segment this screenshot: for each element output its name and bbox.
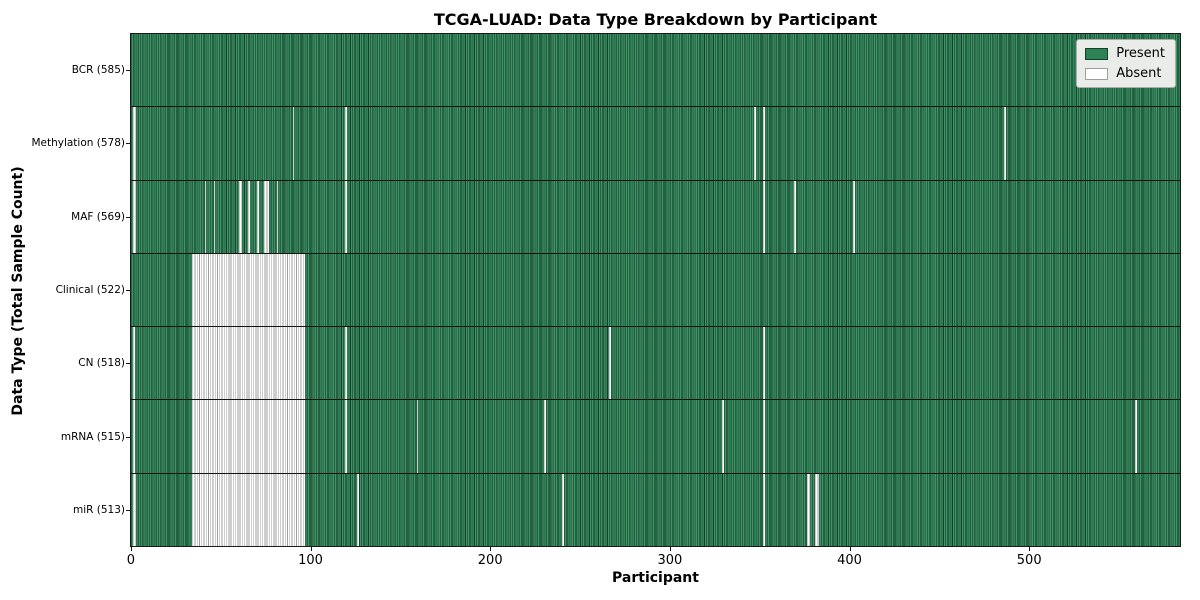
absent-stripe bbox=[344, 327, 347, 400]
y-tick-mark bbox=[126, 216, 130, 218]
absent-stripe bbox=[192, 327, 306, 400]
absent-stripe bbox=[132, 180, 137, 253]
legend-swatch-present bbox=[1085, 47, 1109, 60]
y-tick-label-clinical: Clinical (522) bbox=[55, 284, 125, 296]
absent-stripe bbox=[132, 327, 135, 400]
chart-title: TCGA-LUAD: Data Type Breakdown by Partic… bbox=[433, 10, 878, 29]
absent-stripe bbox=[192, 473, 306, 546]
legend-swatch-absent bbox=[1085, 67, 1109, 80]
absent-stripe bbox=[763, 473, 766, 546]
absent-stripe bbox=[562, 473, 564, 546]
absent-stripe bbox=[416, 400, 419, 473]
legend-label: Absent bbox=[1116, 66, 1162, 81]
y-tick-label-methylation: Methylation (578) bbox=[31, 137, 125, 150]
heatmap-row-clinical bbox=[131, 253, 1180, 328]
absent-stripe bbox=[722, 400, 724, 473]
absent-stripe bbox=[276, 180, 279, 253]
x-tick-label-200: 200 bbox=[477, 553, 503, 568]
absent-stripe bbox=[806, 473, 811, 546]
y-tick-label-cn: CN (518) bbox=[78, 357, 125, 370]
y-tick-mark bbox=[126, 69, 130, 71]
absent-stripe bbox=[344, 107, 347, 180]
x-tick-mark bbox=[849, 547, 851, 551]
absent-stripe bbox=[292, 107, 295, 180]
absent-stripe bbox=[754, 107, 757, 180]
legend-box: Present Absent bbox=[1076, 39, 1176, 88]
absent-stripe bbox=[238, 180, 243, 253]
legend-entry-absent: Absent bbox=[1085, 66, 1165, 81]
absent-stripe bbox=[1135, 400, 1138, 473]
heatmap-row-maf bbox=[131, 180, 1180, 254]
y-tick-mark bbox=[126, 510, 130, 512]
x-tick-mark bbox=[669, 547, 671, 551]
y-tick-label-bcr: BCR (585) bbox=[71, 63, 125, 76]
absent-stripe bbox=[132, 400, 135, 473]
absent-stripe bbox=[192, 253, 306, 327]
absent-stripe bbox=[763, 327, 766, 400]
absent-stripe bbox=[763, 107, 766, 180]
heatmap-row-bcr bbox=[131, 34, 1180, 108]
absent-stripe bbox=[763, 180, 766, 253]
y-tick-label-mrna: mRNA (515) bbox=[60, 430, 125, 443]
x-tick-label-500: 500 bbox=[1016, 553, 1042, 568]
absent-stripe bbox=[357, 473, 360, 546]
y-tick-mark bbox=[126, 363, 130, 365]
y-tick-label-maf: MAF (569) bbox=[71, 210, 125, 223]
absent-stripe bbox=[1004, 107, 1006, 180]
y-tick-label-mir: miR (513) bbox=[72, 504, 125, 517]
absent-stripe bbox=[263, 180, 270, 253]
y-tick-mark bbox=[126, 290, 130, 291]
legend-entry-present: Present bbox=[1085, 46, 1165, 61]
x-axis-label: Participant bbox=[612, 570, 699, 586]
absent-stripe bbox=[544, 400, 546, 473]
x-tick-label-300: 300 bbox=[657, 553, 683, 568]
absent-stripe bbox=[132, 107, 137, 180]
absent-stripe bbox=[853, 180, 855, 253]
absent-stripe bbox=[793, 180, 796, 253]
legend-label: Present bbox=[1116, 46, 1165, 61]
absent-stripe bbox=[192, 400, 306, 473]
absent-stripe bbox=[132, 473, 137, 546]
absent-stripe bbox=[344, 180, 347, 253]
heatmap-row-mrna bbox=[131, 400, 1180, 474]
absent-stripe bbox=[608, 327, 611, 400]
heatmap-row-methylation bbox=[131, 107, 1180, 181]
heatmap-row-mir bbox=[131, 473, 1180, 546]
x-tick-mark bbox=[490, 547, 492, 551]
absent-stripe bbox=[815, 473, 820, 546]
y-tick-mark bbox=[126, 143, 130, 145]
absent-stripe bbox=[256, 180, 259, 253]
absent-stripe bbox=[344, 400, 347, 473]
y-tick-mark bbox=[126, 436, 130, 438]
x-tick-label-400: 400 bbox=[837, 553, 862, 568]
absent-stripe bbox=[204, 180, 207, 253]
plot-area bbox=[130, 33, 1181, 547]
x-tick-mark bbox=[310, 547, 312, 551]
x-tick-label-100: 100 bbox=[298, 553, 323, 568]
x-tick-mark bbox=[1029, 547, 1031, 551]
absent-stripe bbox=[213, 180, 216, 253]
x-tick-mark bbox=[130, 547, 132, 551]
heatmap-row-cn bbox=[131, 327, 1180, 401]
absent-stripe bbox=[247, 180, 250, 253]
y-axis-label: Data Type (Total Sample Count) bbox=[10, 166, 26, 416]
absent-stripe bbox=[763, 400, 766, 473]
x-tick-label-0: 0 bbox=[126, 553, 136, 568]
